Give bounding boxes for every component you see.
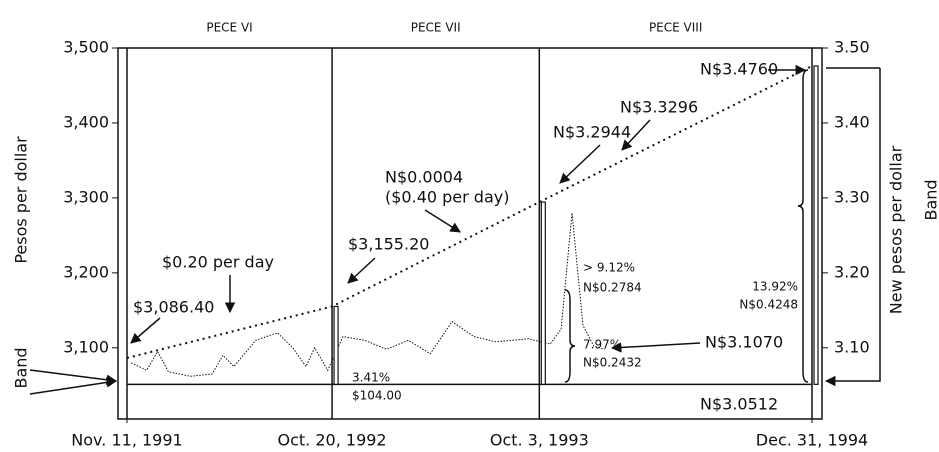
y2-axis-label: New pesos per dollar <box>887 145 906 314</box>
series-line <box>131 212 605 377</box>
annotation: N$0.0004 <box>385 168 463 187</box>
x-tick-label: Nov. 11, 1991 <box>71 431 182 450</box>
annotation: N$0.2784 <box>583 281 642 295</box>
annotation: $3,155.20 <box>348 235 429 254</box>
arrow <box>559 144 601 184</box>
band-bar <box>813 65 819 385</box>
arrow <box>424 209 461 233</box>
annotation: N$0.4248 <box>739 298 798 312</box>
y2-tick-label: 3.40 <box>834 112 870 131</box>
annotation: N$3.3296 <box>620 98 698 117</box>
y2-tick-label: 3.50 <box>834 38 870 57</box>
y-tick-label: 3,400 <box>63 112 109 131</box>
y-tick-label: 3,500 <box>63 38 109 57</box>
annotation: N$0.2432 <box>583 356 642 370</box>
arrow <box>347 257 376 284</box>
arrow <box>610 342 701 353</box>
y2-tick-label: 3.30 <box>834 187 870 206</box>
series-line <box>126 65 813 359</box>
arrow <box>29 377 118 395</box>
annotation: $3,086.40 <box>133 298 214 317</box>
band-label: Band <box>922 179 939 220</box>
brace <box>564 289 576 383</box>
band-bar <box>540 201 546 385</box>
arrow <box>824 68 881 387</box>
period-label: PECE VI <box>206 21 252 35</box>
band-bar <box>333 305 339 385</box>
x-tick-label: Oct. 20, 1992 <box>278 431 387 450</box>
x-tick-label: Oct. 3, 1993 <box>490 431 589 450</box>
y-tick-label: 3,100 <box>63 337 109 356</box>
arrow <box>130 317 161 344</box>
annotation: N$3.1070 <box>705 333 783 352</box>
annotation: $104.00 <box>352 389 402 403</box>
period-label: PECE VII <box>411 21 461 35</box>
annotation: > 9.12% <box>583 261 635 275</box>
band-label: Band <box>12 347 31 388</box>
annotation: N$3.0512 <box>700 395 778 414</box>
arrows <box>29 64 881 395</box>
plot-frame <box>117 47 823 420</box>
annotation: 7.97% <box>583 338 621 352</box>
annotation: $0.20 per day <box>162 253 274 272</box>
x-tick-label: Dec. 31, 1994 <box>756 431 868 450</box>
y-tick-label: 3,200 <box>63 262 109 281</box>
annotation: ($0.40 per day) <box>385 188 509 207</box>
arrow <box>621 119 651 151</box>
annotation: 13.92% <box>752 280 798 294</box>
annotation: N$3.4760 <box>700 60 778 79</box>
period-label: PECE VIII <box>649 21 702 35</box>
y2-tick-label: 3.20 <box>834 262 870 281</box>
brace <box>797 69 809 383</box>
y-axis-label: Pesos per dollar <box>12 136 31 264</box>
arrow <box>29 369 118 386</box>
annotation: 3.41% <box>352 371 390 385</box>
y-tick-label: 3,300 <box>63 187 109 206</box>
y2-tick-label: 3.10 <box>834 337 870 356</box>
annotation: N$3.2944 <box>553 123 631 142</box>
